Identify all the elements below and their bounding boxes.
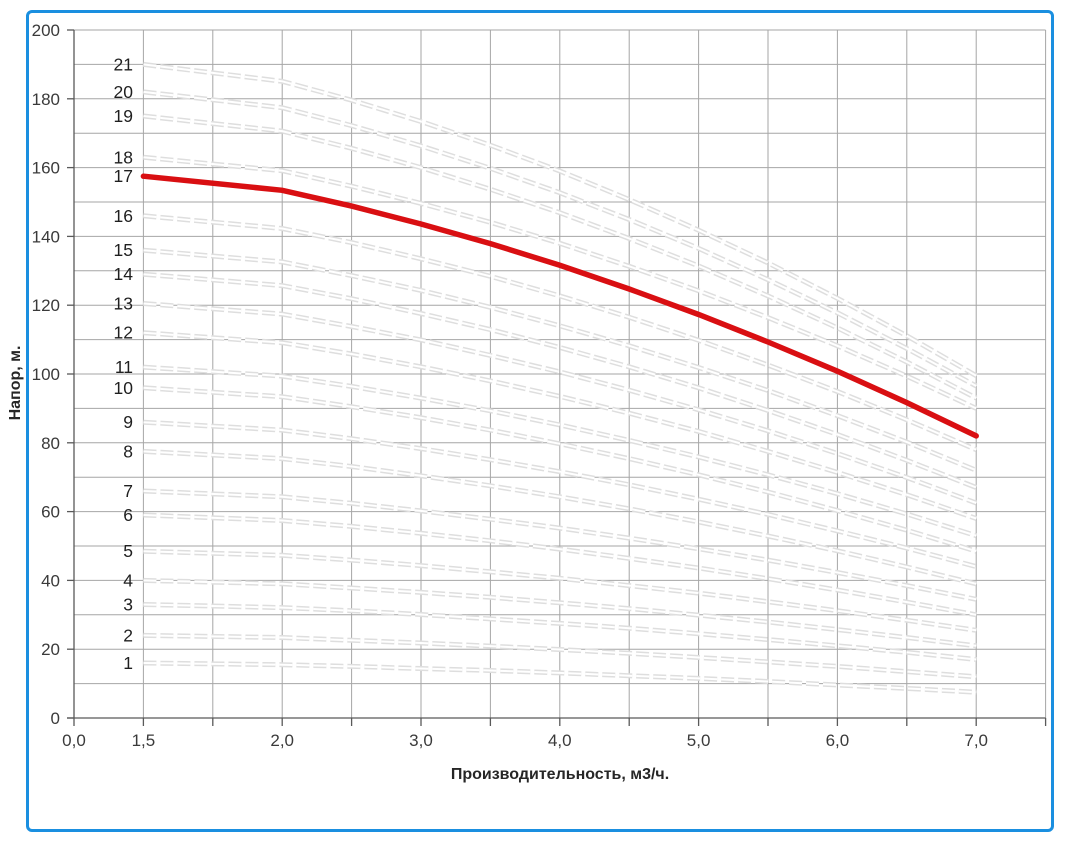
pump-curve-core-11 xyxy=(143,366,977,537)
curve-label-1: 1 xyxy=(123,653,133,673)
y-tick-label: 100 xyxy=(32,365,60,384)
y-tick-label: 0 xyxy=(51,709,60,728)
x-tick-label: 7,0 xyxy=(964,731,988,750)
curve-label-2: 2 xyxy=(123,625,133,645)
y-axis-title: Напор, м. xyxy=(7,345,24,421)
x-tick-label: 2,0 xyxy=(270,731,294,750)
y-tick-label: 180 xyxy=(32,90,60,109)
pump-curve-core-5 xyxy=(143,550,977,632)
curve-label-13: 13 xyxy=(114,293,133,313)
y-tick-label: 160 xyxy=(32,159,60,178)
curve-label-20: 20 xyxy=(114,82,134,102)
pump-curve-core-7 xyxy=(143,490,977,601)
curve-label-17: 17 xyxy=(114,166,133,186)
x-tick-label: 3,0 xyxy=(409,731,433,750)
curve-label-16: 16 xyxy=(114,206,133,226)
curve-label-7: 7 xyxy=(123,481,133,501)
pump-curve-core-8 xyxy=(143,450,977,585)
pump-curve-core-14 xyxy=(143,273,977,489)
pump-curve-core-20 xyxy=(143,90,977,387)
curve-label-14: 14 xyxy=(114,264,134,284)
x-tick-label: 4,0 xyxy=(548,731,572,750)
pump-curve-core-3 xyxy=(143,603,977,661)
pump-curve-core-18 xyxy=(143,156,977,410)
curve-label-12: 12 xyxy=(114,323,133,343)
curve-label-15: 15 xyxy=(114,240,133,260)
y-tick-label: 80 xyxy=(41,434,60,453)
curve-label-6: 6 xyxy=(123,505,133,525)
pump-curve-core-16 xyxy=(143,214,977,451)
curve-label-10: 10 xyxy=(114,378,134,398)
curve-label-3: 3 xyxy=(123,594,133,614)
x-tick-label: 0,0 xyxy=(62,731,86,750)
curve-label-9: 9 xyxy=(123,412,133,432)
pump-curve-core-21 xyxy=(143,63,977,377)
x-tick-label: 1,5 xyxy=(132,731,156,750)
y-tick-label: 60 xyxy=(41,503,60,522)
x-tick-label: 5,0 xyxy=(687,731,711,750)
pump-curve-core-1 xyxy=(143,662,977,694)
curve-label-4: 4 xyxy=(123,570,133,590)
pump-curve-core-15 xyxy=(143,249,977,472)
pump-curve-core-9 xyxy=(143,421,977,568)
pump-curve-core-12 xyxy=(143,331,977,520)
curve-label-5: 5 xyxy=(123,541,133,561)
pump-curve-core-10 xyxy=(143,386,977,553)
y-tick-label: 20 xyxy=(41,640,60,659)
y-tick-label: 40 xyxy=(41,571,60,590)
y-tick-label: 200 xyxy=(32,21,60,40)
pump-curve-core-19 xyxy=(143,115,977,399)
pump-curve-core-4 xyxy=(143,579,977,647)
pump-curve-core-2 xyxy=(143,634,977,678)
x-tick-label: 6,0 xyxy=(826,731,850,750)
curve-label-11: 11 xyxy=(115,357,133,377)
curve-label-19: 19 xyxy=(114,106,133,126)
curve-label-21: 21 xyxy=(114,54,133,74)
y-tick-label: 120 xyxy=(32,296,60,315)
curve-label-18: 18 xyxy=(114,147,133,167)
pump-curve-17-highlight xyxy=(140,173,979,439)
pump-curve-core-13 xyxy=(143,302,977,504)
pump-curve-core-6 xyxy=(143,514,977,616)
curve-label-8: 8 xyxy=(123,441,133,461)
x-axis-title: Производительность, м3/ч. xyxy=(450,766,670,783)
y-tick-label: 140 xyxy=(32,227,60,246)
